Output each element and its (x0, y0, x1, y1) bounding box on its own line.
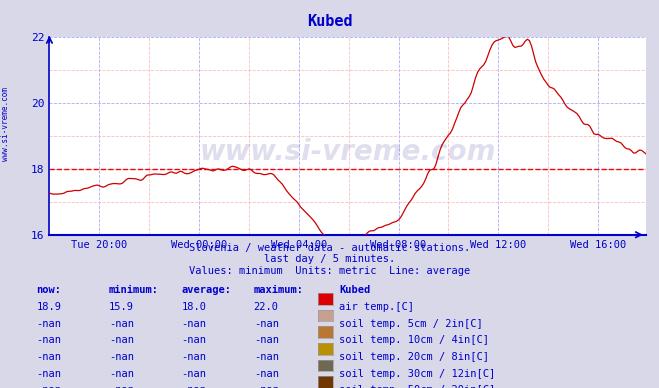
Text: -nan: -nan (109, 319, 134, 329)
Text: Slovenia / weather data - automatic stations.: Slovenia / weather data - automatic stat… (189, 242, 470, 253)
Text: -nan: -nan (109, 352, 134, 362)
Text: -nan: -nan (254, 335, 279, 345)
Text: minimum:: minimum: (109, 285, 159, 295)
Text: 22.0: 22.0 (254, 302, 279, 312)
Text: soil temp. 10cm / 4in[C]: soil temp. 10cm / 4in[C] (339, 335, 490, 345)
Text: soil temp. 30cm / 12in[C]: soil temp. 30cm / 12in[C] (339, 369, 496, 379)
Text: -nan: -nan (36, 352, 61, 362)
Text: Kubed: Kubed (339, 285, 370, 295)
Text: -nan: -nan (181, 335, 206, 345)
Text: -nan: -nan (36, 385, 61, 388)
Text: 15.9: 15.9 (109, 302, 134, 312)
Text: 18.9: 18.9 (36, 302, 61, 312)
Text: Kubed: Kubed (306, 14, 353, 29)
Text: -nan: -nan (109, 385, 134, 388)
Text: -nan: -nan (181, 352, 206, 362)
Text: now:: now: (36, 285, 61, 295)
Text: www.si-vreme.com: www.si-vreme.com (200, 138, 496, 166)
Text: 18.0: 18.0 (181, 302, 206, 312)
Text: -nan: -nan (181, 385, 206, 388)
Text: Values: minimum  Units: metric  Line: average: Values: minimum Units: metric Line: aver… (189, 266, 470, 276)
Text: average:: average: (181, 285, 231, 295)
Text: maximum:: maximum: (254, 285, 304, 295)
Text: -nan: -nan (254, 385, 279, 388)
Text: www.si-vreme.com: www.si-vreme.com (1, 87, 10, 161)
Text: last day / 5 minutes.: last day / 5 minutes. (264, 254, 395, 264)
Text: -nan: -nan (36, 369, 61, 379)
Text: -nan: -nan (181, 369, 206, 379)
Text: -nan: -nan (109, 369, 134, 379)
Text: -nan: -nan (36, 319, 61, 329)
Text: soil temp. 5cm / 2in[C]: soil temp. 5cm / 2in[C] (339, 319, 483, 329)
Text: soil temp. 50cm / 20in[C]: soil temp. 50cm / 20in[C] (339, 385, 496, 388)
Text: -nan: -nan (254, 319, 279, 329)
Text: -nan: -nan (36, 335, 61, 345)
Text: -nan: -nan (181, 319, 206, 329)
Text: -nan: -nan (254, 369, 279, 379)
Text: air temp.[C]: air temp.[C] (339, 302, 415, 312)
Text: -nan: -nan (254, 352, 279, 362)
Text: -nan: -nan (109, 335, 134, 345)
Text: soil temp. 20cm / 8in[C]: soil temp. 20cm / 8in[C] (339, 352, 490, 362)
